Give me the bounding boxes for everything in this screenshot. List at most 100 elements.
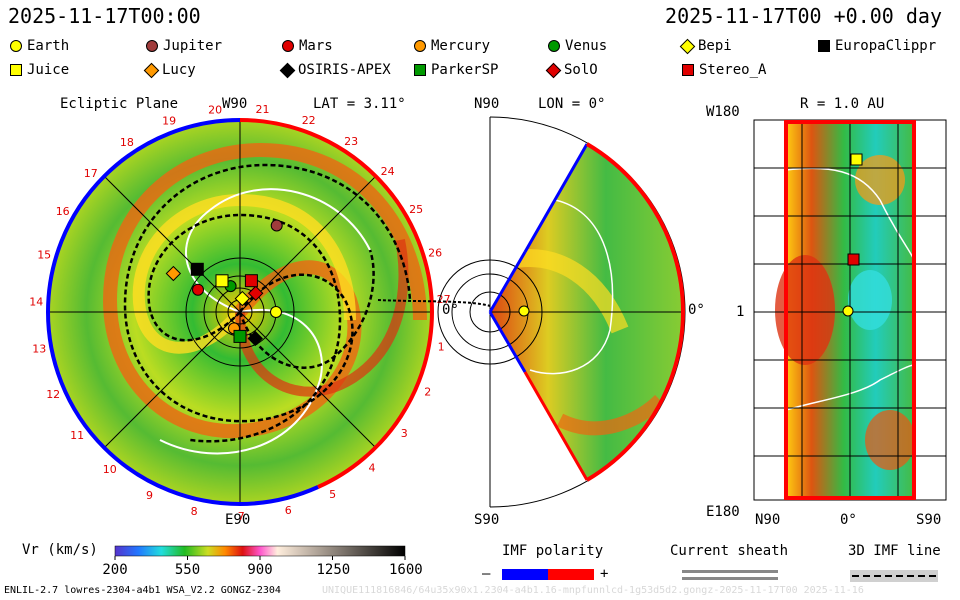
legend-item-mercury: Mercury [414, 38, 490, 54]
legend-item-mars: Mars [282, 38, 333, 54]
ecliptic-bottom-label: E90 [225, 512, 251, 528]
legend-label: Mars [299, 38, 333, 54]
radial-x-label-mid: 0° [840, 512, 857, 528]
legend-label: SolO [564, 62, 598, 78]
colorbar-tick-label: 1600 [389, 562, 423, 578]
body-marker-lucy [165, 265, 182, 282]
legend-label: Juice [27, 62, 70, 78]
legend-label: Earth [27, 38, 70, 54]
ecliptic-plot: 20 21222324252627123456789101112131415161… [29, 103, 491, 523]
carrington-tick-label: 13 [32, 343, 46, 356]
body-markers [165, 219, 283, 347]
ecliptic-top-label: W90 [222, 96, 248, 112]
colorbar-tick-label: 550 [174, 562, 201, 578]
carrington-tick-label: 9 [146, 489, 153, 502]
colorbar-tick-label: 1250 [316, 562, 351, 578]
carrington-tick-label: 6 [285, 504, 292, 517]
carrington-tick-label: 25 [409, 203, 423, 216]
legend-item-parkersp: ParkerSP [414, 62, 498, 78]
colorbar-label: Vr (km/s) [22, 542, 98, 558]
body-marker-osiris-apex [247, 330, 263, 347]
legend-label: EuropaClippr [835, 38, 937, 54]
radial-plot [753, 119, 947, 501]
carrington-tick-label: 16 [56, 205, 70, 218]
body-marker-juice [215, 274, 229, 288]
legend-item-stereo-a: Stereo_A [682, 62, 766, 78]
carrington-tick-label: 10 [103, 463, 117, 476]
ecliptic-title: Ecliptic Plane [60, 96, 179, 112]
carrington-tick-label: 8 [191, 505, 198, 518]
meridional-earth-marker [518, 305, 530, 317]
legend-label: Stereo_A [699, 62, 767, 78]
body-marker-parkersp [233, 329, 247, 343]
radial-r-label: R = 1.0 AU [800, 96, 885, 112]
legend-marker-icon [414, 40, 426, 52]
vr-colorbar [114, 545, 406, 560]
legend-label: Lucy [162, 62, 196, 78]
legend-marker-icon [146, 40, 158, 52]
radial-mid-label: 1 [736, 304, 745, 320]
legend-label: Bepi [698, 38, 732, 54]
carrington-tick-label: 11 [70, 429, 84, 442]
legend-marker-icon [414, 64, 426, 76]
legend-marker-icon [282, 40, 294, 52]
radial-earth-marker [842, 305, 854, 317]
carrington-tick-label: 19 [162, 115, 176, 128]
carrington-tick-label: 18 [120, 136, 134, 149]
legend-item-bepi: Bepi [679, 38, 732, 54]
legend-marker-icon [818, 40, 830, 52]
current-sheath-legend-line [682, 570, 778, 580]
carrington-tick-label: 5 [329, 488, 336, 501]
ecliptic-right-label: 0° [442, 302, 459, 318]
legend-label: Venus [565, 38, 608, 54]
meridional-top-label: N90 [474, 96, 500, 112]
meridional-lon-label: LON = 0° [538, 96, 606, 112]
footer-model-info: ENLIL-2.7 lowres-2304-a4b1 WSA_V2.2 GONG… [4, 585, 281, 596]
radial-top-label: W180 [706, 104, 740, 120]
meridional-right-label: 0° [688, 302, 705, 318]
body-marker-stereo-a [244, 274, 258, 288]
legend-item-lucy: Lucy [143, 62, 196, 78]
colorbar-tick-label: 900 [247, 562, 273, 578]
body-marker-bepi [234, 290, 251, 307]
imf-line-legend-line [850, 570, 938, 582]
legend-label: ParkerSP [431, 62, 499, 78]
radial-bottom-label: E180 [706, 504, 740, 520]
legend-label: OSIRIS-APEX [298, 62, 391, 78]
body-marker-europaclippr [190, 262, 204, 276]
carrington-tick-label: 4 [369, 462, 376, 475]
carrington-tick-label: 24 [381, 165, 395, 178]
legend-item-osiris-apex: OSIRIS-APEX [279, 62, 391, 78]
legend-marker-icon [548, 40, 560, 52]
date-right: 2025-11-17T00 +0.00 day [665, 4, 942, 28]
meridional-plot [437, 116, 686, 508]
body-marker-mars [192, 283, 204, 296]
carrington-tick-label: 21 [256, 103, 270, 116]
carrington-tick-label: 2 [424, 386, 431, 399]
carrington-tick-label: 1 [438, 340, 445, 353]
imf-plus-label: + [600, 566, 609, 582]
legend-item-europaclippr: EuropaClippr [818, 38, 936, 54]
legend-marker-icon [682, 64, 694, 76]
footer-run-id: UNIQUE111816846/64u35x90x1.2304-a4b1.16-… [322, 585, 864, 596]
radial-x-label-left: N90 [755, 512, 781, 528]
carrington-tick-label: 15 [37, 249, 51, 262]
legend-item-venus: Venus [548, 38, 607, 54]
carrington-tick-label: 14 [29, 295, 43, 308]
legend-item-earth: Earth [10, 38, 69, 54]
meridional-bottom-label: S90 [474, 512, 500, 528]
current-sheath-label: Current sheath [670, 543, 789, 559]
legend-item-solo: SolO [545, 62, 598, 78]
legend-label: Mercury [431, 38, 491, 54]
legend-item-jupiter: Jupiter [146, 38, 222, 54]
carrington-tick-label: 17 [84, 167, 98, 180]
carrington-tick-label: 22 [302, 114, 316, 127]
radial-stereo-a-marker [847, 253, 860, 266]
imf-minus-label: – [482, 566, 491, 582]
imf-polarity-label: IMF polarity [502, 543, 604, 559]
legend-item-juice: Juice [10, 62, 69, 78]
imf-polarity-bar [502, 569, 594, 580]
carrington-tick-label: 3 [401, 427, 408, 440]
carrington-tick-label: 26 [428, 246, 442, 259]
